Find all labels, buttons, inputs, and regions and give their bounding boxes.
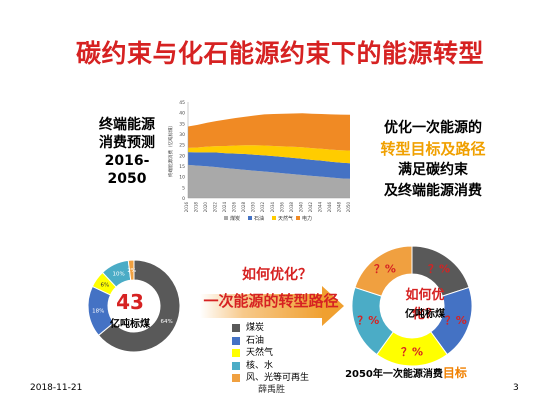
forecast-label-line: 消费预测 [99,135,155,151]
x-tick-label: 2048 [336,202,341,213]
x-tick-label: 2024 [222,202,227,213]
target-center-unit: 亿吨标煤 [405,309,445,320]
footer-date: 2018-11-21 [30,383,83,393]
legend-label-renewable: 风、光等可再生 [246,373,310,383]
x-tick-label: 2020 [203,202,208,213]
legend-swatch [248,216,252,220]
current-primary-energy-donut: 64% 18% 6%10%2% [87,259,181,353]
legend-item-gas: 天然气 [232,347,309,360]
legend-label: 石油 [254,215,264,222]
forecast-label-line: 2050 [107,171,147,187]
energy-legend: 煤炭 石油 天然气 核、水 风、光等可再生 [232,322,309,385]
legend-label-nuclear-hydro: 核、水 [246,360,274,371]
slice-label: ？% [445,314,467,327]
target-center-question: 如何优化？ [405,288,445,322]
donut-slice [354,245,413,297]
y-tick-label: 10 [179,175,185,181]
legend-item-renewable: 风、光等可再生 [232,372,309,385]
goal-line-4: 及终端能源消费 [384,183,482,199]
x-tick-label: 2028 [241,202,246,213]
goal-line-1: 优化一次能源的 [384,120,482,136]
page-number: 3 [513,383,519,393]
y-tick-label: 30 [179,132,185,138]
donut-slice [127,259,135,281]
legend-label: 天然气 [278,215,293,222]
legend-label: 电力 [302,215,312,222]
x-tick-label: 2018 [194,202,199,213]
legend-label: 煤炭 [230,215,240,222]
slice-label: ？% [374,262,396,275]
x-tick-label: 2044 [317,202,322,213]
slice-label: ？% [357,314,379,327]
x-tick-label: 2034 [270,202,275,213]
y-axis-label: 终端能源消费（亿吨标煤） [167,123,174,177]
area-series-0 [188,164,350,198]
slice-label: ？% [428,262,450,275]
goal-line-2: 转型目标及路径 [380,140,486,158]
y-tick-label: 5 [182,185,185,191]
legend-item-coal: 煤炭 [232,322,309,335]
x-tick-label: 2042 [308,202,313,213]
y-tick-label: 45 [179,100,185,106]
optimize-question: 如何优化？ [242,267,312,283]
slice-label: ？% [401,346,423,359]
slice-label: 6% [101,283,110,289]
legend-item-oil: 石油 [232,335,309,348]
x-tick-label: 2030 [251,202,256,213]
slice-label: 64% [160,319,172,325]
footer-author: 薛禹胜 [258,385,286,395]
legend-label-coal: 煤炭 [246,323,265,333]
goal-description: 优化一次能源的 转型目标及路径 满足碳约束 及终端能源消费 [358,118,508,202]
arrow-right-icon [322,286,344,326]
legend-item-nuclear-hydro: 核、水 [232,360,309,373]
y-tick-label: 25 [179,143,185,149]
y-tick-label: 20 [179,153,185,159]
target-caption: 2050年一次能源消费目标 [336,364,476,381]
area-series-1 [188,152,350,179]
x-tick-label: 2022 [213,202,218,213]
y-tick-label: 35 [179,121,185,127]
legend-label-gas: 天然气 [246,348,274,358]
legend-swatch-oil [232,336,240,345]
x-tick-label: 2016 [184,202,189,213]
area-series-2 [188,145,350,164]
legend-swatch [296,216,300,220]
x-tick-label: 2032 [260,202,265,213]
legend-swatch [272,216,276,220]
slide-title: 碳约束与化石能源约束下的能源转型 [75,39,484,68]
y-tick-label: 0 [182,196,185,202]
forecast-label: 终端能源 消费预测 2016- 2050 [82,116,172,188]
slice-label: 10% [113,271,125,277]
legend-swatch-coal [232,324,240,333]
legend-swatch-renewable [232,374,240,383]
legend-swatch [224,216,228,220]
x-tick-label: 2026 [232,202,237,213]
target-caption-highlight: 目标 [442,366,467,380]
transition-arrow-body [200,294,324,318]
area-series-3 [188,113,350,151]
goal-line-3: 满足碳约束 [398,162,468,178]
target-primary-energy-donut: ？% ？% ？% ？% ？% [351,245,473,367]
total-energy-unit: 亿吨标煤 [110,319,150,330]
x-tick-label: 2046 [327,202,332,213]
total-energy-value: 43 [116,290,144,314]
slice-label: 2% [127,268,136,274]
end-use-energy-area-chart: 0 5 10 15 20 25 30 35 40 45 2016 2018 2020 2022 2024 20… [167,100,351,222]
transition-path-label: 一次能源的转型路径 [203,292,339,310]
x-tick-label: 2040 [298,202,303,213]
legend-swatch-nuclear-hydro [232,361,240,370]
legend-label-oil: 石油 [246,335,265,346]
y-tick-label: 15 [179,164,185,170]
legend-swatch-gas [232,349,240,358]
forecast-label-line: 2016- [104,153,150,169]
donut-slice [97,259,181,353]
forecast-label-line: 终端能源 [99,117,155,133]
y-tick-label: 40 [179,111,185,117]
target-caption-text: 2050年一次能源消费 [345,369,443,380]
x-tick-label: 2038 [289,202,294,213]
slice-label: 18% [92,308,104,314]
x-tick-label: 2050 [346,202,351,213]
x-tick-label: 2036 [279,202,284,213]
